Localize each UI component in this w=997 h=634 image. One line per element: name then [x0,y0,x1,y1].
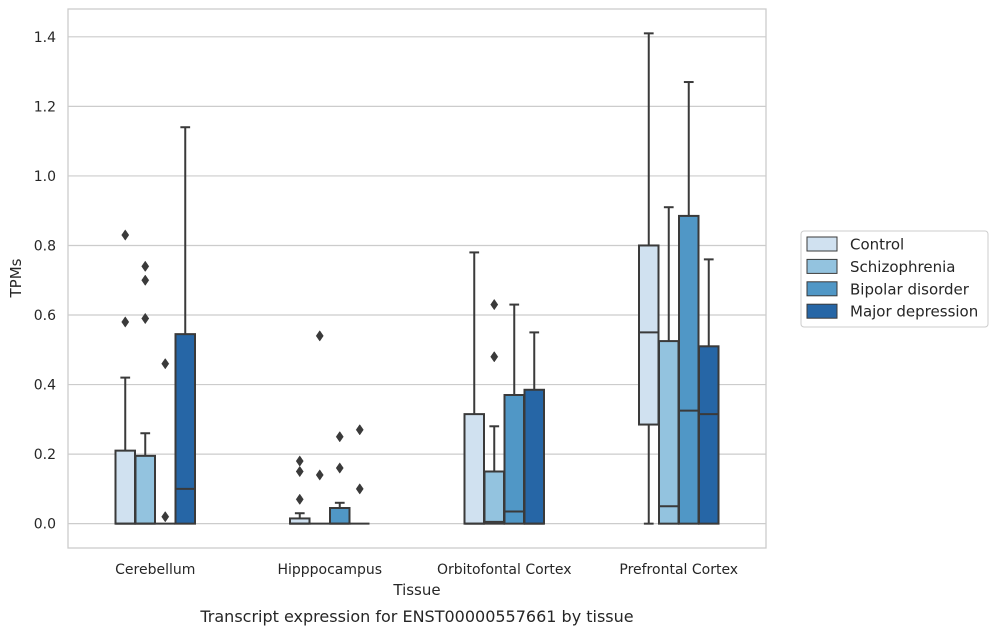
box-group [523,331,545,525]
box [698,345,720,525]
box-group [483,298,505,525]
x-tick-label: Cerebellum [115,562,195,578]
outlier-point [295,455,304,467]
outlier-point [355,483,364,495]
box-group [155,358,175,525]
plot-frame [67,8,767,549]
legend-label: Major depression [850,303,978,321]
box [114,449,136,525]
box [503,393,525,525]
outlier-point [141,260,150,272]
outlier-point [490,298,499,311]
boxes-layer [114,32,720,525]
legend-swatch [806,281,838,297]
box-group [174,126,196,525]
box [463,413,485,525]
outlier-point [355,424,364,436]
box-group [638,32,660,525]
outlier-point [335,462,344,474]
box-group [658,206,680,525]
box-group [134,260,156,525]
outlier-point [295,493,304,505]
legend-frame [800,230,989,328]
box [483,470,505,525]
chart-caption: Transcript expression for ENST0000055766… [199,607,633,626]
outlier-point [315,330,324,342]
x-axis-label: Tissue [392,581,440,599]
box-group [329,431,351,525]
outlier-point [121,316,130,328]
box [638,244,660,426]
y-tick-label: 1.0 [34,169,56,185]
box [658,340,680,525]
legend-swatch [806,258,838,274]
x-tick-labels: Cerebellum Hipppocampus Orbitofontal Corte… [115,562,738,578]
box [134,454,156,525]
y-tick-label: 0.4 [34,378,56,394]
y-tick-label: 0.2 [34,447,56,463]
box-group [289,455,311,525]
legend-swatch [806,236,838,252]
box-group [463,251,485,525]
outlier-point [490,351,499,363]
y-tick-label: 0.6 [34,308,56,324]
y-tick-labels: 0.0 0.2 0.4 0.6 0.8 1.0 1.2 1.4 [34,30,56,533]
box-group [698,258,720,525]
y-tick-label: 0.8 [34,238,56,254]
box-group [310,330,330,525]
outlier-point [141,312,150,325]
outlier-point [121,229,130,241]
x-tick-label: Orbitofontal Cortex [437,562,572,578]
outlier-point [161,511,170,523]
y-tick-label: 1.2 [34,99,56,115]
outlier-point [315,469,324,481]
box-group [678,81,700,525]
y-axis-label: TPMs [7,258,25,298]
legend-label: Bipolar disorder [850,280,970,298]
legend-label: Control [850,236,904,254]
legend-swatch [806,303,838,319]
legend: Control Schizophrenia Bipolar disorder Majo… [800,230,989,328]
x-tick-label: Hipppocampus [277,562,382,578]
outlier-point [161,358,170,370]
y-tick-label: 0.0 [34,517,56,533]
legend-label: Schizophrenia [850,258,955,276]
outlier-point [335,431,344,443]
y-tick-label: 1.4 [34,30,56,46]
box-group [114,229,136,525]
x-tick-label: Prefrontal Cortex [619,562,738,578]
box-group [503,303,525,525]
box-group [350,424,370,525]
box [523,388,545,525]
box [329,507,351,525]
box [174,333,196,525]
box [678,214,700,525]
outlier-point [141,274,150,286]
outlier-point [295,465,304,478]
